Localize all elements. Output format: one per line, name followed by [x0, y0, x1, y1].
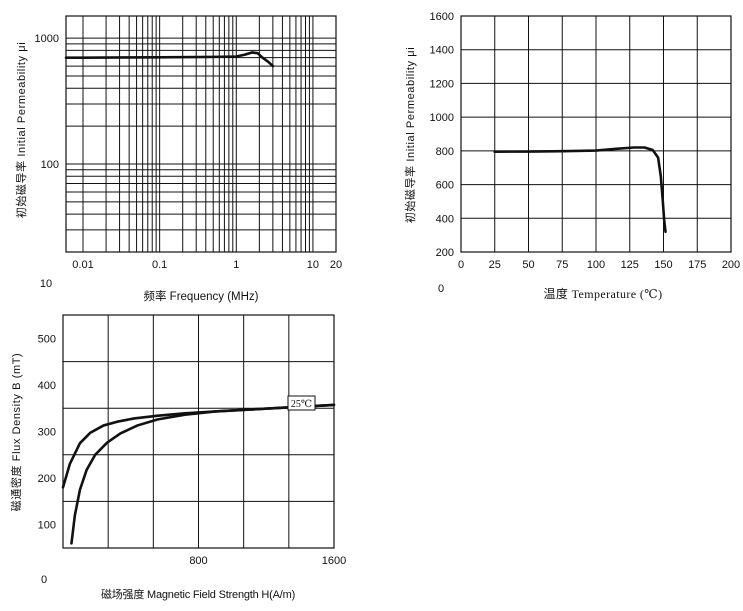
bh-chart-grid: [63, 315, 334, 548]
bh-chart-x-tick-label: 1600: [322, 555, 346, 567]
bh-chart-ticks: 800 1600 100 200 300 400 500: [38, 333, 347, 567]
temperature-chart-x-tick-label: 50: [522, 259, 534, 271]
bh-chart-y-tick-label: 500: [38, 333, 56, 345]
temperature-chart-frame: [460, 15, 732, 253]
bh-chart-x-tick-label: 800: [189, 555, 207, 567]
frequency-chart-y-tick-label: 1000: [35, 33, 59, 45]
bh-chart-corner-label: 0: [41, 574, 47, 586]
temperature-chart-x-tick-label: 200: [722, 259, 740, 271]
temperature-chart-ylabel: 初始磁导率 Initial Permeability μi: [403, 47, 417, 224]
temperature-chart-x-tick-label: 125: [621, 259, 639, 271]
temperature-chart: 0 25 50 75 100 125 150 175 200 200 400 600 800 1000 12…: [403, 11, 740, 301]
temperature-chart-ticks: 0 25 50 75 100 125 150 175 200 200 400 600 800 1000 12…: [430, 11, 741, 271]
bh-chart-xlabel: 磁场强度 Magnetic Field Strength H(A/m): [101, 587, 295, 601]
temperature-chart-series-line-1: [493, 146, 667, 234]
temperature-chart-x-tick-label: 150: [654, 259, 672, 271]
frequency-chart-x-tick-label: 10: [307, 259, 319, 271]
frequency-chart-grid: [66, 16, 336, 252]
temperature-chart-x-tick-label: 25: [489, 259, 501, 271]
temperature-chart-grid: [461, 16, 731, 252]
frequency-chart-ticks: 0.01 0.1 1 10 20 100 1000: [35, 33, 343, 271]
temperature-chart-y-tick-label: 1600: [430, 11, 454, 23]
temperature-chart-y-tick-label: 400: [436, 213, 454, 225]
frequency-chart-series-line-1: [64, 51, 275, 68]
bh-chart-y-tick-label: 400: [38, 380, 56, 392]
temperature-chart-y-tick-label: 1000: [430, 112, 454, 124]
frequency-chart-x-tick-label: 0.01: [72, 259, 93, 271]
temperature-chart-y-tick-label: 1400: [430, 45, 454, 57]
temperature-chart-y-tick-label: 600: [436, 180, 454, 192]
frequency-chart-x-tick-label: 0.1: [152, 259, 167, 271]
temperature-chart-x-tick-label: 175: [688, 259, 706, 271]
frequency-chart-ylabel: 初始磁导率 Initial Permeability μi: [14, 42, 28, 219]
frequency-chart: 0.01 0.1 1 10 20 100 1000 10 频率 Frequency (MHz…: [14, 15, 343, 303]
temperature-chart-x-tick-label: 75: [556, 259, 568, 271]
temperature-chart-x-tick-label: 100: [587, 259, 605, 271]
frequency-chart-corner-label: 10: [40, 278, 52, 290]
frequency-chart-y-tick-label: 100: [41, 159, 59, 171]
bh-chart-frame: [62, 314, 335, 549]
temperature-chart-y-tick-label: 200: [436, 247, 454, 259]
bh-chart-y-tick-label: 100: [38, 520, 56, 532]
bh-chart-curves: [61, 403, 336, 545]
temperature-chart-y-tick-label: 1200: [430, 78, 454, 90]
bh-chart: 800 1600 100 200 300 400 500 25℃ 0 磁场强度 Magnet…: [9, 314, 347, 601]
temperature-chart-corner-label: 0: [438, 283, 444, 295]
bh-chart-ylabel: 磁通密度 Flux Density B (mT): [9, 353, 23, 512]
frequency-chart-curves: [64, 51, 275, 68]
bh-chart-annotation: 25℃: [287, 395, 316, 411]
temperature-chart-curves: [493, 146, 667, 234]
bh-chart-series-line-2: [70, 403, 336, 545]
bh-chart-annotation-text: 25℃: [291, 399, 312, 410]
frequency-chart-x-tick-label: 20: [330, 259, 342, 271]
temperature-chart-y-tick-label: 800: [436, 146, 454, 158]
temperature-chart-x-tick-label: 0: [458, 259, 464, 271]
temperature-chart-xlabel: 温度 Temperature (℃): [543, 286, 662, 301]
frequency-chart-xlabel: 频率 Frequency (MHz): [143, 289, 258, 303]
bh-chart-y-tick-label: 200: [38, 473, 56, 485]
bh-chart-y-tick-label: 300: [38, 427, 56, 439]
frequency-chart-x-tick-label: 1: [233, 259, 239, 271]
frequency-chart-frame: [65, 15, 337, 253]
